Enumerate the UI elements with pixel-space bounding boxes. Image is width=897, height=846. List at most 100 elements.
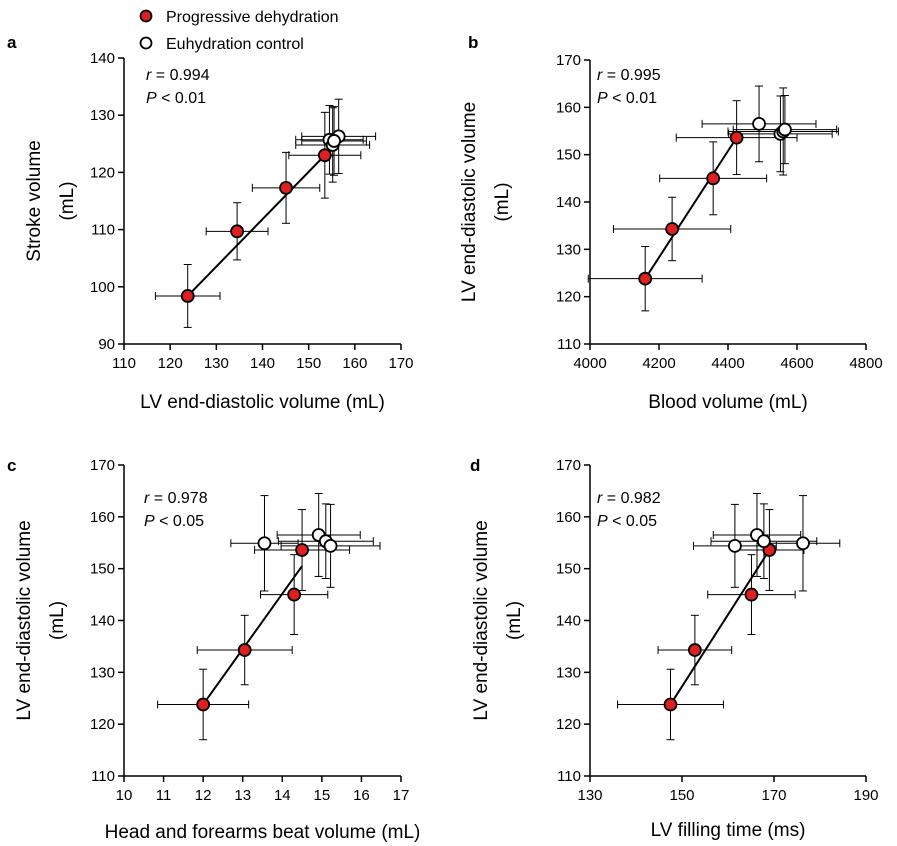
- x-tick-label: 170: [761, 787, 786, 804]
- panel-letter: c: [7, 456, 16, 475]
- x-tick-label: 15: [314, 787, 331, 804]
- dehydration-point: [665, 222, 680, 236]
- dehydration-point: [287, 587, 302, 602]
- x-tick-label: 10: [116, 787, 133, 804]
- y-tick-label: 150: [556, 561, 581, 578]
- y-tick-label: 140: [556, 194, 581, 211]
- stats-annotation: r = 0.995 P < 0.01: [597, 67, 661, 107]
- panel-c: c 110 120 130 140 150 160 170 10 11 12 13 14 15 16 17 He…: [7, 456, 420, 843]
- legend-item: Euhydration control: [139, 36, 304, 53]
- y-tick-label: 110: [91, 222, 115, 239]
- regression-line: [644, 137, 738, 280]
- stat-p: P < 0.05: [597, 513, 657, 530]
- panel-b: b 110 120 130 140 150 160 170 4000 4200 4400 4600 48…: [459, 33, 883, 413]
- control-point: [752, 117, 766, 131]
- x-tick-label: 160: [342, 355, 367, 372]
- y-tick-label: 150: [90, 561, 115, 578]
- y-tick-label: 120: [556, 289, 581, 306]
- regression-line: [186, 154, 326, 297]
- y-axis-label-line: LV end-diastolic volume: [459, 102, 480, 302]
- y-tick-label: 170: [556, 457, 581, 474]
- y-tick-label: 130: [90, 107, 115, 124]
- dehydration-point: [279, 180, 293, 195]
- stat-r: r = 0.995: [597, 67, 661, 84]
- x-tick-label: 4000: [573, 355, 606, 372]
- stat-r-value: = 0.994: [151, 67, 209, 84]
- x-tick-label: 4400: [711, 355, 744, 372]
- legend-item: Progressive dehydration: [139, 9, 339, 26]
- x-tick-label: 150: [669, 787, 694, 804]
- control-point: [756, 534, 771, 549]
- panel-d: d 110 120 130 140 150 160 170 130 150 170 190 LV fil…: [470, 456, 879, 841]
- dehydration-point: [687, 643, 702, 657]
- stat-p-symbol: P: [597, 513, 608, 530]
- y-axis-label-line: LV end-diastolic volume: [471, 520, 492, 720]
- y-tick-label: 110: [91, 768, 115, 785]
- y-axis-label: LV end-diastolic volume (mL): [14, 520, 68, 720]
- stat-p-symbol: P: [597, 90, 608, 107]
- control-point: [257, 536, 272, 551]
- stat-r: r = 0.978: [144, 490, 208, 507]
- dehydration-point: [706, 171, 721, 186]
- stat-p: P < 0.01: [146, 90, 206, 107]
- y-tick-label: 140: [556, 613, 581, 630]
- dehydration-point: [230, 224, 245, 239]
- x-tick-label: 190: [853, 787, 878, 804]
- x-tick-label: 170: [388, 355, 413, 372]
- y-tick-label: 120: [90, 164, 115, 181]
- y-tick-label: 170: [556, 52, 581, 69]
- y-tick-label: 150: [556, 147, 581, 164]
- x-tick-label: 4800: [849, 355, 882, 372]
- control-point: [728, 538, 742, 553]
- stat-r-value: = 0.995: [602, 67, 660, 84]
- y-tick-label: 110: [557, 768, 581, 785]
- stat-r-symbol: r: [597, 67, 603, 84]
- y-tick-label: 90: [98, 336, 115, 353]
- y-tick-label: 100: [90, 279, 115, 296]
- y-axis-label-line: LV end-diastolic volume: [14, 520, 35, 720]
- x-tick-label: 4200: [642, 355, 675, 372]
- legend: Progressive dehydration Euhydration contr…: [139, 9, 339, 53]
- y-tick-label: 130: [90, 664, 115, 681]
- stat-p: P < 0.05: [144, 513, 204, 530]
- control-point: [323, 538, 338, 553]
- stat-p-value: < 0.01: [608, 90, 657, 107]
- y-axis-label-line: Stroke volume: [24, 140, 45, 261]
- legend-marker: [139, 36, 153, 50]
- x-axis-label: LV filling time (ms): [651, 820, 806, 841]
- stats-annotation: r = 0.978 P < 0.05: [144, 490, 208, 530]
- dehydration-point: [317, 148, 332, 163]
- y-axis-label-line: (mL): [47, 601, 68, 640]
- dehydration-point: [196, 697, 211, 712]
- stat-r-symbol: r: [597, 490, 603, 507]
- y-axis-label-line: (mL): [57, 181, 78, 220]
- y-tick-label: 120: [90, 716, 115, 733]
- x-tick-label: 120: [158, 355, 183, 372]
- stat-r: r = 0.994: [146, 67, 210, 84]
- x-axis-label: Head and forearms beat volume (mL): [105, 822, 421, 843]
- stat-r-symbol: r: [146, 67, 152, 84]
- stats-annotation: r = 0.982 P < 0.05: [597, 490, 661, 530]
- stats-annotation: r = 0.994 P < 0.01: [146, 67, 210, 107]
- x-tick-label: 150: [296, 355, 321, 372]
- stat-p-value: < 0.05: [608, 513, 657, 530]
- stat-r-value: = 0.982: [602, 490, 660, 507]
- regression-line: [669, 549, 771, 706]
- x-tick-label: 140: [250, 355, 275, 372]
- x-tick-label: 11: [156, 787, 172, 804]
- x-tick-label: 4600: [780, 355, 813, 372]
- y-tick-label: 120: [556, 716, 581, 733]
- stat-p: P < 0.01: [597, 90, 657, 107]
- y-axis-label-line: (mL): [504, 601, 525, 640]
- y-tick-label: 160: [90, 509, 115, 526]
- y-axis-label: LV end-diastolic volume (mL): [471, 520, 525, 720]
- legend-label: Euhydration control: [166, 36, 304, 53]
- x-tick-label: 17: [393, 787, 410, 804]
- stat-p-symbol: P: [146, 90, 157, 107]
- legend-label: Progressive dehydration: [166, 9, 339, 26]
- x-tick-label: 130: [204, 355, 229, 372]
- y-tick-label: 170: [90, 457, 115, 474]
- y-axis-label: LV end-diastolic volume (mL): [459, 102, 513, 302]
- y-tick-label: 160: [556, 99, 581, 116]
- dehydration-point: [663, 697, 678, 712]
